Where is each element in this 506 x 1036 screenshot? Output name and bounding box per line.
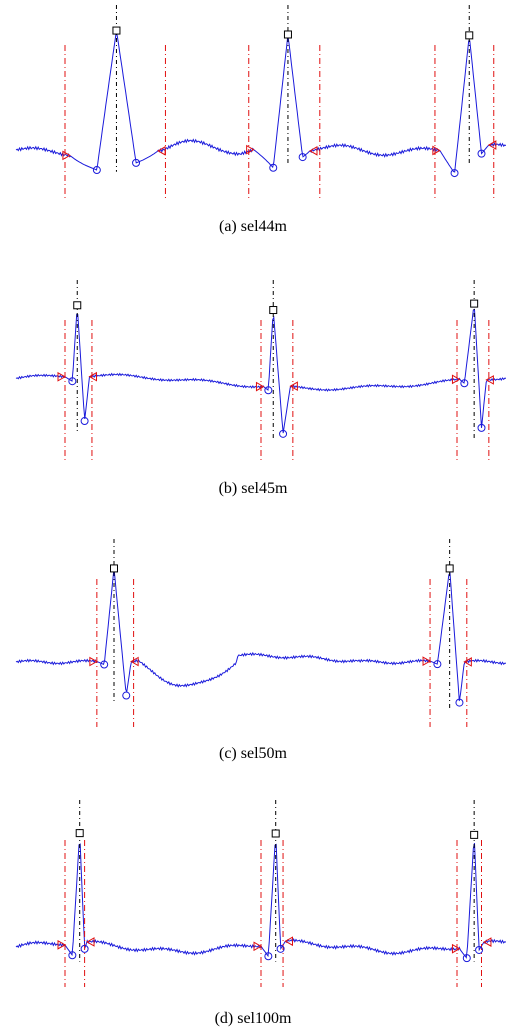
qrs-offset-marker [289,381,298,392]
q-wave-marker [68,951,77,960]
qrs-offset-marker [157,145,166,156]
qrs-onset-marker [246,144,255,155]
s-wave-marker [80,417,89,426]
q-wave-marker [92,166,101,175]
ecg-plot-c [15,539,506,727]
s-wave-marker [477,149,486,158]
q-wave-marker [450,169,459,178]
s-wave-marker [122,691,131,700]
r-peak-marker [110,564,118,573]
ecg-plot-a [15,5,506,198]
caption-c: (c) sel50m [219,745,287,762]
qrs-offset-marker [86,937,95,947]
qrs-onset-marker [451,374,461,385]
r-peak-marker [445,564,454,573]
r-peak-marker [75,829,84,838]
qrs-onset-marker [57,940,67,950]
qrs-onset-marker [62,150,71,161]
qrs-offset-marker [482,937,492,947]
q-wave-marker [68,377,77,386]
q-wave-marker [100,660,109,669]
s-wave-marker [298,153,307,162]
caption-d: (d) sel100m [214,1010,292,1027]
s-wave-marker [276,944,285,953]
qrs-onset-marker [432,145,441,156]
r-peak-marker [112,26,121,35]
panel-d: (d) sel100m [0,792,506,1036]
caption-b: (b) sel45m [218,480,288,497]
ecg-plot-d [15,800,506,987]
qrs-offset-marker [284,936,293,947]
q-wave-marker [462,954,471,963]
panel-a: (a) sel44m [0,0,506,250]
r-peak-marker [269,306,278,315]
panel-c: (c) sel50m [0,527,506,777]
r-peak-marker [271,829,280,838]
r-peak-marker [465,31,474,40]
q-wave-marker [460,379,469,388]
q-wave-marker [264,952,273,961]
qrs-onset-marker [253,941,263,952]
qrs-onset-marker [89,656,98,667]
s-wave-marker [80,944,89,953]
ecg-signal-line [15,31,506,173]
qrs-onset-marker [255,381,265,392]
qrs-offset-marker [88,371,97,382]
s-wave-marker [455,698,464,707]
s-wave-marker [132,158,141,167]
q-wave-marker [269,163,278,172]
ecg-signal-line [15,568,506,702]
panel-b: (b) sel45m [0,262,506,512]
r-peak-marker [283,30,292,39]
s-wave-marker [475,945,484,954]
caption-a: (a) sel44m [219,218,287,235]
qrs-offset-marker [485,375,494,385]
qrs-onset-marker [451,943,461,954]
s-wave-marker [279,429,288,438]
s-wave-marker [477,423,486,432]
q-wave-marker [433,660,442,669]
r-peak-marker [470,299,479,308]
qrs-offset-marker [308,146,318,156]
r-peak-marker [470,830,479,839]
ecg-plot-b [15,280,506,462]
q-wave-marker [264,386,273,395]
qrs-offset-marker [130,656,139,667]
qrs-offset-marker [463,657,472,667]
qrs-onset-marker [57,371,67,382]
qrs-offset-marker [487,140,497,150]
r-peak-marker [73,301,82,310]
qrs-onset-marker [422,656,432,667]
